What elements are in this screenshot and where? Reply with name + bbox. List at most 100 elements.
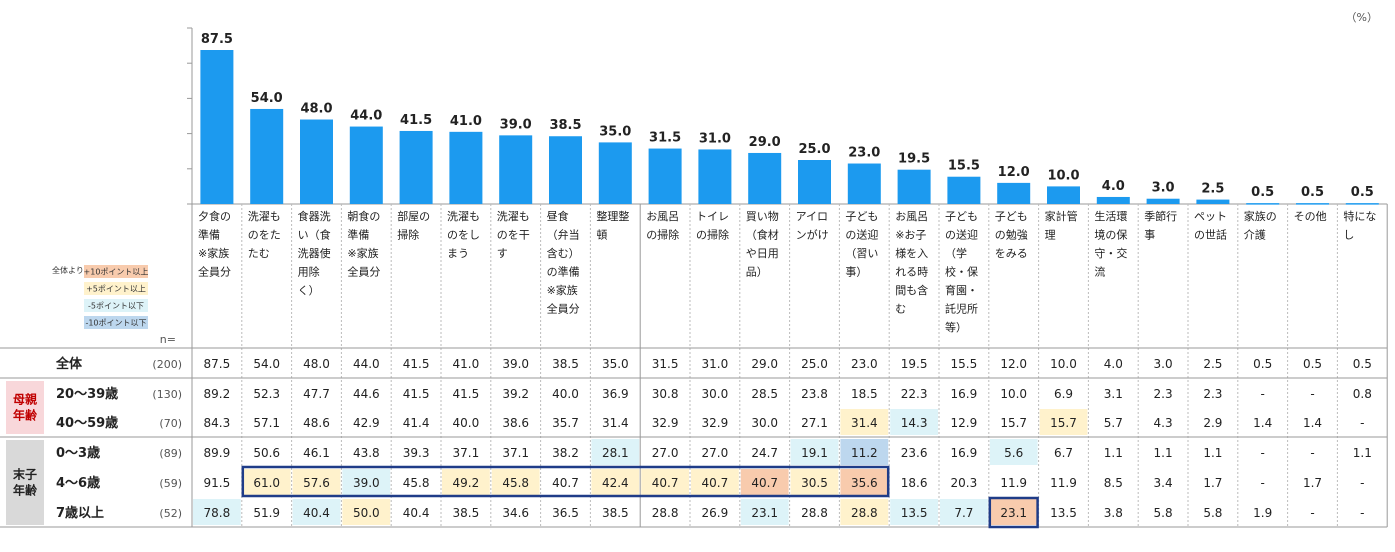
table-cell: 28.1: [602, 446, 629, 460]
table-cell: 36.9: [602, 387, 629, 401]
table-cell: 28.8: [652, 506, 679, 520]
table-cell: 27.0: [652, 446, 679, 460]
table-cell: -: [1310, 506, 1314, 520]
category-label: のを干: [497, 229, 530, 242]
category-label: 夕食の: [198, 209, 231, 223]
category-label: の送迎: [945, 228, 978, 242]
table-cell: 37.1: [453, 446, 480, 460]
bar: [648, 148, 682, 204]
category-label: 整理整: [596, 209, 629, 223]
table-cell: 29.0: [751, 357, 778, 371]
category-label: の掃除: [696, 228, 729, 242]
table-cell: 61.0: [253, 476, 280, 490]
table-cell: 13.5: [1050, 506, 1077, 520]
table-cell: 1.9: [1253, 506, 1272, 520]
cell-shade: [989, 499, 1038, 525]
table-cell: 6.9: [1054, 387, 1073, 401]
table-cell: 31.4: [602, 416, 629, 430]
category-label: く）: [298, 284, 320, 297]
category-label: 子ども: [995, 210, 1028, 223]
bar: [847, 163, 881, 204]
table-cell: 12.9: [951, 416, 978, 430]
table-cell: 5.6: [1004, 446, 1023, 460]
category-label: 全員分: [198, 265, 231, 279]
table-cell: 36.5: [552, 506, 579, 520]
category-label: 託児所: [945, 302, 978, 316]
category-label: トイレ: [696, 210, 729, 223]
table-cell: 28.5: [751, 387, 778, 401]
category-label: 事: [1144, 229, 1155, 242]
table-cell: 30.0: [702, 387, 729, 401]
bar: [897, 169, 931, 204]
bar-value-label: 48.0: [300, 102, 332, 117]
table-cell: 23.6: [901, 446, 928, 460]
table-cell: 2.3: [1154, 387, 1173, 401]
bar: [997, 182, 1031, 204]
category-label: の勉強: [995, 228, 1028, 242]
bar-value-label: 4.0: [1102, 179, 1125, 194]
category-label: 守・交: [1094, 246, 1127, 260]
bar-value-label: 35.0: [599, 124, 631, 139]
category-label: れる時: [895, 266, 928, 279]
category-label: 等）: [945, 320, 967, 334]
legend-item-label: +10ポイント以上: [84, 268, 149, 277]
table-cell: 44.6: [353, 387, 380, 401]
table-cell: 41.5: [403, 357, 430, 371]
table-cell: 40.0: [552, 387, 579, 401]
category-label: 準備: [198, 228, 220, 242]
category-label: たむ: [248, 247, 270, 260]
table-cell: 26.9: [702, 506, 729, 520]
legend-swatch: [84, 265, 148, 278]
table-cell: 38.6: [502, 416, 529, 430]
table-cell: 40.4: [403, 506, 430, 520]
table-cell: 3.1: [1104, 387, 1123, 401]
table-cell: 37.1: [502, 446, 529, 460]
category-label: 様を入: [895, 246, 928, 260]
table-cell: 15.5: [951, 357, 978, 371]
table-cell: 8.5: [1104, 476, 1123, 490]
cell-shade: [840, 409, 889, 435]
table-cell: 43.8: [353, 446, 380, 460]
category-label: 洗器使: [298, 247, 331, 260]
table-cell: 48.6: [303, 416, 330, 430]
table-cell: 31.0: [702, 357, 729, 371]
cell-shade: [890, 409, 938, 435]
category-label: の世話: [1194, 228, 1227, 242]
category-label: 間も含: [895, 283, 928, 297]
group-label: 母親: [13, 392, 37, 407]
table-cell: 11.9: [1050, 476, 1077, 490]
category-label: 子ども: [945, 210, 978, 223]
row-label: 7歳以上: [56, 505, 104, 521]
table-cell: 28.8: [851, 506, 878, 520]
table-cell: 39.3: [403, 446, 430, 460]
category-label: 朝食の: [347, 209, 380, 223]
table-cell: 35.7: [552, 416, 579, 430]
table-cell: 40.7: [751, 476, 778, 490]
table-cell: 91.5: [204, 476, 231, 490]
legend-swatch: [84, 282, 148, 295]
table-cell: -: [1310, 387, 1314, 401]
table-cell: 0.5: [1303, 357, 1322, 371]
legend-swatch: [84, 316, 148, 329]
table-cell: 30.0: [751, 416, 778, 430]
cell-shade: [292, 499, 341, 525]
table-cell: 2.3: [1203, 387, 1222, 401]
category-label: 全員分: [547, 302, 580, 316]
row-n: (130): [152, 388, 182, 401]
bar: [250, 108, 284, 204]
category-label: の送迎: [845, 228, 878, 242]
table-cell: 2.5: [1203, 357, 1222, 371]
category-label: 昼食: [547, 209, 569, 223]
table-cell: 40.7: [652, 476, 679, 490]
cell-shade: [442, 469, 490, 495]
table-cell: 1.4: [1253, 416, 1272, 430]
category-label: ※家族: [547, 283, 578, 297]
table-cell: 19.1: [801, 446, 828, 460]
table-cell: 15.7: [1050, 416, 1077, 430]
table-cell: 89.9: [204, 446, 231, 460]
bars: 87.5 54.0 48.0 44.0 41.5 41.0 39.0 38.5 35.0 31.5…: [200, 32, 1379, 205]
bar-value-label: 31.0: [699, 131, 731, 146]
table-cell: 39.0: [502, 357, 529, 371]
table-cell: 19.5: [901, 357, 928, 371]
